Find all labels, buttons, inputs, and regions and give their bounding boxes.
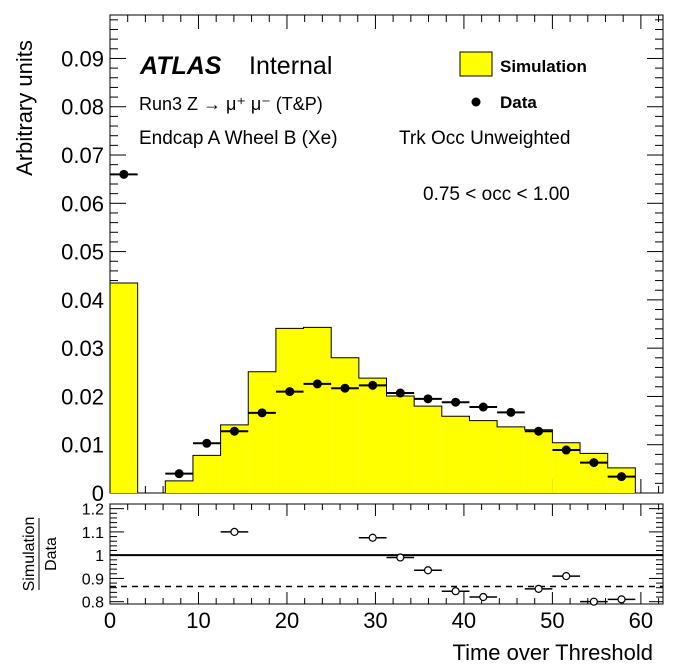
y-tick-label: 0.02 <box>61 384 104 409</box>
occupancy-range-label: 0.75 < occ < 1.00 <box>423 184 570 205</box>
y-tick-label: 0.09 <box>61 46 104 71</box>
legend-simulation-label: Simulation <box>500 57 587 76</box>
data-point <box>561 445 571 455</box>
ratio-y-label-denominator: Data <box>43 537 60 571</box>
ratio-point <box>589 597 598 606</box>
ratio-y-tick-label: 1.1 <box>82 525 104 542</box>
x-tick-label: 10 <box>186 608 210 633</box>
simulation-bar <box>358 378 387 493</box>
ratio-y-label-numerator: Simulation <box>21 517 38 592</box>
y-axis-label: Arbitrary units <box>12 40 37 176</box>
data-point <box>119 169 129 179</box>
simulation-bar <box>110 282 138 493</box>
data-point <box>617 472 627 482</box>
data-point <box>340 383 350 393</box>
simulation-bar <box>220 424 249 493</box>
x-tick-label: 60 <box>629 608 653 633</box>
data-point <box>534 426 544 436</box>
ratio-point <box>396 553 405 562</box>
legend-data-marker <box>471 97 481 107</box>
simulation-bar <box>248 371 276 493</box>
internal-label: Internal <box>249 52 332 80</box>
simulation-bar <box>386 395 415 493</box>
ratio-point <box>423 566 433 575</box>
ratio-point <box>479 592 488 602</box>
ratio-point <box>230 527 239 537</box>
data-point <box>174 469 184 479</box>
ratio-y-tick-labels: 0.8 0.9 1 1.1 1.2 <box>82 502 104 612</box>
x-axis-label: Time over Threshold <box>452 640 653 665</box>
ratio-point <box>562 571 571 581</box>
data-point <box>368 380 378 390</box>
simulation-bar <box>275 328 304 493</box>
y-tick-label: 0.03 <box>61 336 104 361</box>
simulation-bar <box>524 429 553 493</box>
data-points <box>110 169 636 482</box>
ratio-point <box>451 587 460 596</box>
x-tick-label: 30 <box>363 608 387 633</box>
simulation-bar <box>331 357 359 493</box>
ratio-plot-frame <box>109 503 664 605</box>
x-tick-label: 20 <box>275 608 299 633</box>
x-tick-label: 40 <box>452 608 476 633</box>
ratio-y-tick-label: 0.8 <box>82 595 104 612</box>
simulation-bar <box>469 420 498 493</box>
legend-simulation-swatch <box>459 51 493 77</box>
data-point <box>229 426 239 436</box>
y-tick-label: 0.07 <box>61 143 104 168</box>
data-point <box>202 438 212 448</box>
weighting-label: Trk Occ Unweighted <box>399 128 570 149</box>
simulation-bar <box>192 455 221 493</box>
simulation-histogram <box>109 282 636 494</box>
ratio-y-tick-label: 1.2 <box>82 502 104 519</box>
simulation-bar <box>303 327 332 493</box>
x-tick-labels: 0 10 20 30 40 50 60 <box>104 608 653 633</box>
data-point <box>451 397 461 407</box>
y-tick-label: 0.06 <box>61 191 104 216</box>
ratio-reference-lines <box>110 554 663 588</box>
data-point <box>423 394 433 404</box>
simulation-bar <box>497 426 525 493</box>
ratio-axis-ticks <box>109 504 663 604</box>
ratio-point <box>534 584 543 593</box>
detector-label: Endcap A Wheel B (Xe) <box>139 128 338 149</box>
ratio-y-tick-label: 1 <box>95 548 104 565</box>
simulation-bar <box>414 406 442 493</box>
data-point <box>589 458 599 468</box>
ratio-y-tick-label: 0.9 <box>82 571 104 588</box>
legend-data-label: Data <box>500 93 537 112</box>
y-tick-label: 0.08 <box>61 95 104 120</box>
data-point <box>257 408 267 418</box>
atlas-label: ATLAS <box>139 52 222 80</box>
y-tick-label: 0.01 <box>61 433 104 458</box>
y-tick-label: 0.05 <box>61 240 104 265</box>
x-tick-label: 0 <box>104 608 116 633</box>
data-point <box>285 387 295 397</box>
y-tick-label: 0 <box>92 481 104 506</box>
data-point <box>312 379 322 389</box>
simulation-bar <box>165 480 193 493</box>
simulation-bar <box>441 416 470 493</box>
x-tick-label: 50 <box>540 608 564 633</box>
data-point <box>395 388 405 398</box>
data-point <box>478 402 488 412</box>
ratio-point <box>368 533 377 542</box>
ratio-point <box>617 595 626 604</box>
simulation-outline <box>109 282 636 494</box>
data-point <box>506 407 516 417</box>
run-label: Run3 Z → μ⁺ μ⁻ (T&P) <box>139 94 323 114</box>
ratio-points <box>220 527 636 606</box>
ratio-y-label: Simulation Data <box>21 517 60 592</box>
y-tick-label: 0.04 <box>61 288 104 313</box>
main-y-tick-labels: 0 0.01 0.02 0.03 0.04 0.05 0.06 0.07 0.08 0.09 <box>61 46 104 506</box>
